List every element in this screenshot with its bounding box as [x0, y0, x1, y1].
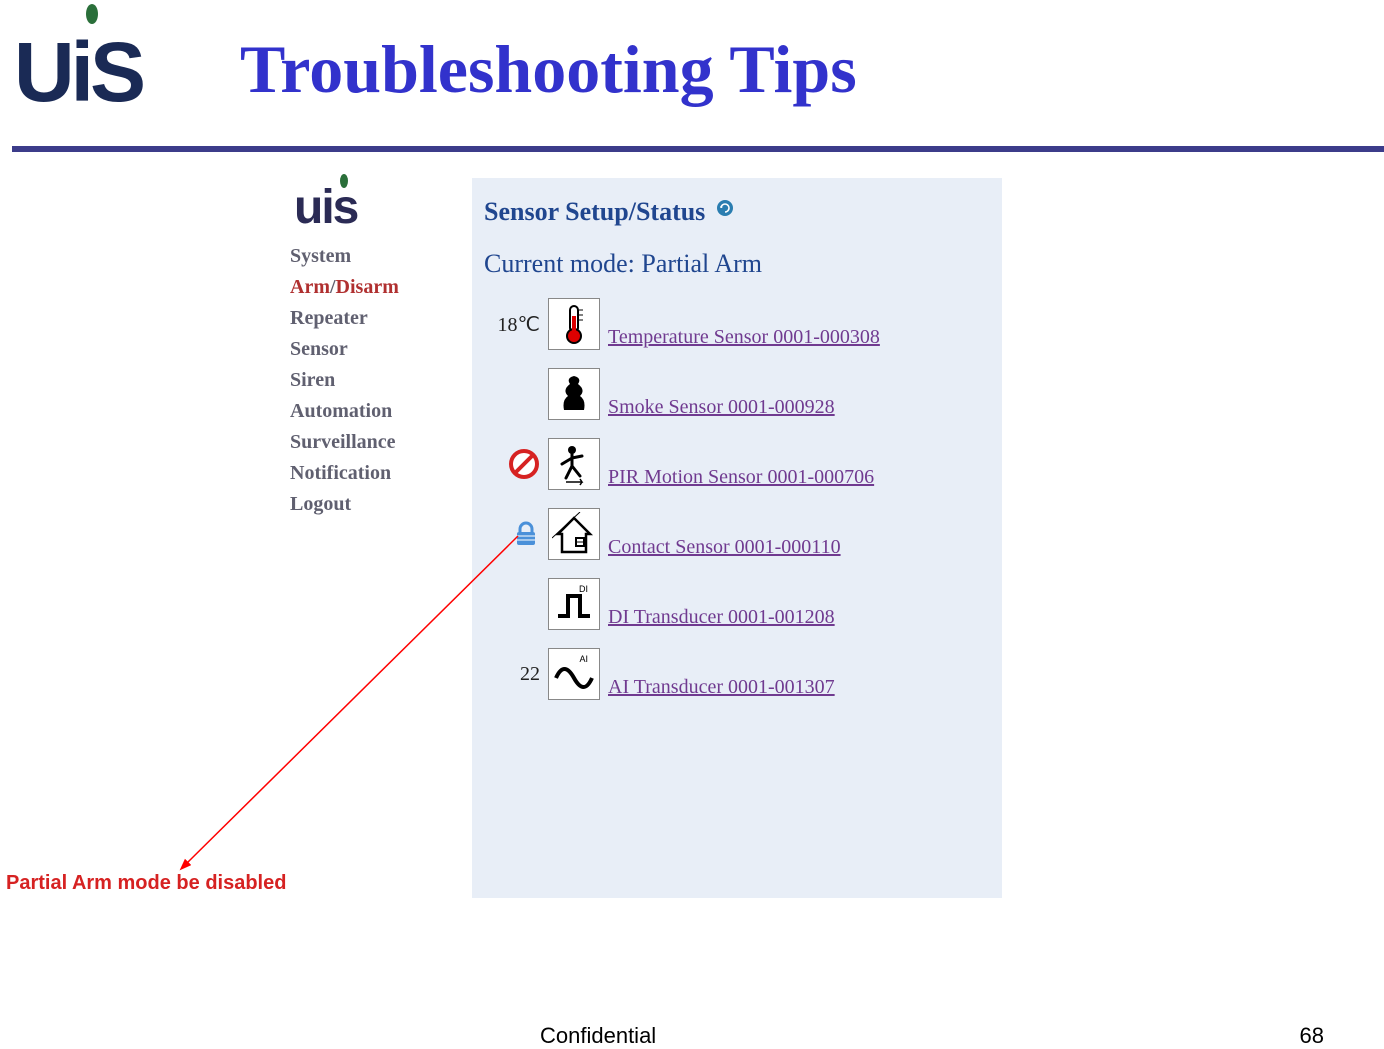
nav-sensor[interactable]: Sensor [290, 338, 464, 361]
logo-text: UiS [14, 24, 142, 121]
logo-small-text: uis [294, 181, 357, 234]
sensor-prefix [484, 520, 540, 548]
sensor-icon-box[interactable]: AI [548, 648, 600, 700]
sensor-link[interactable]: PIR Motion Sensor 0001-000706 [608, 466, 874, 499]
panel-title: Sensor Setup/Status [484, 194, 990, 227]
annotation-text: Partial Arm mode be disabled [6, 872, 286, 895]
sensor-row: 22 AI AI Transducer 0001-001307 [484, 639, 990, 709]
app-main-panel: Sensor Setup/Status Current mode: Partia… [472, 178, 1002, 898]
nav-surveillance[interactable]: Surveillance [290, 431, 464, 454]
sensor-link[interactable]: Contact Sensor 0001-000110 [608, 536, 841, 569]
svg-text:AI: AI [579, 654, 588, 664]
sensor-icon-box[interactable] [548, 298, 600, 350]
sensor-icon-box[interactable]: DI [548, 578, 600, 630]
uis-logo-large: UiS [14, 6, 142, 121]
smoke-icon [552, 372, 596, 416]
app-screenshot: uis System Arm/Disarm Repeater Sensor Si… [282, 178, 1002, 898]
sensor-value: 22 [520, 663, 540, 686]
sensor-prefix: 22 [484, 663, 540, 686]
sensor-prefix: 18℃ [484, 312, 540, 337]
sensor-row: PIR Motion Sensor 0001-000706 [484, 429, 990, 499]
sensor-link[interactable]: DI Transducer 0001-001208 [608, 606, 835, 639]
nav-arm-disarm[interactable]: Arm/Disarm [290, 276, 464, 299]
motion-icon [552, 442, 596, 486]
confidential-label: Confidential [540, 1023, 656, 1049]
logo-dot-icon [86, 4, 98, 24]
nav-automation[interactable]: Automation [290, 400, 464, 423]
nav-siren[interactable]: Siren [290, 369, 464, 392]
slide-header: UiS Troubleshooting Tips [0, 0, 1384, 150]
app-sidebar: uis System Arm/Disarm Repeater Sensor Si… [282, 178, 472, 898]
svg-text:DI: DI [579, 584, 588, 594]
ai-icon: AI [552, 652, 596, 696]
sensor-icon-box[interactable] [548, 438, 600, 490]
thermometer-icon [552, 302, 596, 346]
sensor-link[interactable]: AI Transducer 0001-001307 [608, 676, 835, 709]
sensor-row: Smoke Sensor 0001-000928 [484, 359, 990, 429]
sensor-prefix [484, 448, 540, 480]
di-icon: DI [552, 582, 596, 626]
slide-title: Troubleshooting Tips [240, 30, 857, 109]
sensor-icon-box[interactable] [548, 508, 600, 560]
sensor-icon-box[interactable] [548, 368, 600, 420]
sensor-value: 18℃ [498, 312, 540, 337]
lock-icon [512, 520, 540, 548]
nav-logout[interactable]: Logout [290, 493, 464, 516]
sensor-link[interactable]: Temperature Sensor 0001-000308 [608, 326, 880, 359]
header-rule [12, 146, 1384, 152]
forbidden-icon [508, 448, 540, 480]
uis-logo-small: uis [294, 180, 464, 235]
page-number: 68 [1300, 1023, 1324, 1049]
nav-system[interactable]: System [290, 245, 464, 268]
nav-repeater[interactable]: Repeater [290, 307, 464, 330]
sensor-row: DI DI Transducer 0001-001208 [484, 569, 990, 639]
panel-title-text: Sensor Setup/Status [484, 197, 705, 226]
current-mode-label: Current mode: Partial Arm [484, 249, 990, 279]
logo-dot-icon [340, 174, 348, 188]
refresh-icon[interactable] [716, 194, 734, 224]
house-icon [552, 512, 596, 556]
nav-notification[interactable]: Notification [290, 462, 464, 485]
sensor-row: Contact Sensor 0001-000110 [484, 499, 990, 569]
sensor-link[interactable]: Smoke Sensor 0001-000928 [608, 396, 835, 429]
sensor-row: 18℃ Temperature Sensor 0001-000308 [484, 289, 990, 359]
